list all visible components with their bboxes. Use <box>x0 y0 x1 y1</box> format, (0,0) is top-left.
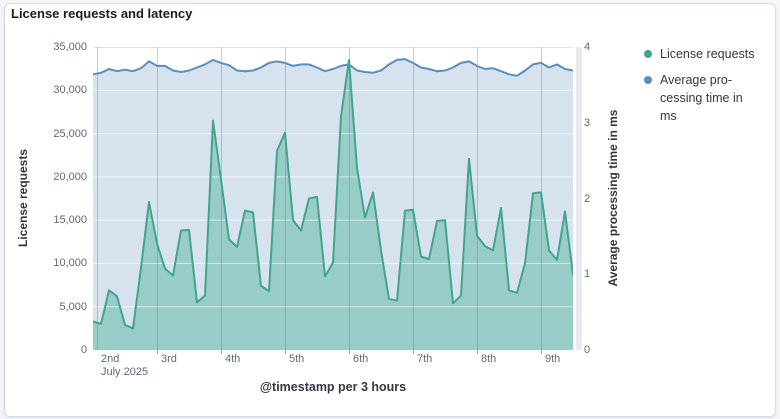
y-axis-right-tick-label: 1 <box>584 268 591 281</box>
x-axis-title: @timestamp per 3 hours <box>259 380 407 394</box>
plot-area[interactable] <box>93 47 573 350</box>
x-tick-day: 7th <box>417 353 433 365</box>
y-axis-right-tick-label: 0 <box>584 344 591 356</box>
x-tick-month-year: July 2025 <box>101 366 149 378</box>
x-tick-day: 9th <box>545 353 561 365</box>
y-axis-left-title: License requests <box>16 148 30 248</box>
series-line-license-requests <box>93 59 573 330</box>
partial-bucket-marker <box>576 47 582 350</box>
y-axis-left-tick-label: 25,000 <box>53 127 87 140</box>
y-axis-left-tick-label: 5,000 <box>59 300 87 313</box>
x-tick-day: 5th <box>289 353 305 365</box>
legend-swatch <box>644 76 652 84</box>
x-tick-day: 3rd <box>161 353 177 365</box>
legend-item-license-requests[interactable]: License requests <box>644 45 778 63</box>
x-axis-tick-mark <box>285 350 286 354</box>
y-axis-right-tick-label: 3 <box>584 116 591 129</box>
y-axis-right-tick-label: 4 <box>584 41 591 53</box>
x-tick-day: 6th <box>353 353 369 365</box>
x-axis-tick-mark <box>349 350 350 354</box>
x-axis-tick-label: 4th <box>225 353 240 366</box>
legend-label-line: License requests <box>660 47 755 61</box>
x-axis-tick-label: 2nd July 2025 <box>101 353 148 379</box>
legend-swatch <box>644 50 652 58</box>
x-axis-tick-label: 6th <box>353 353 368 366</box>
legend-label-line: Average pro- <box>660 73 733 87</box>
y-axis-right-title: Average processing time in ms <box>606 109 620 287</box>
x-tick-day: 4th <box>225 353 241 365</box>
x-axis-tick-mark <box>221 350 222 354</box>
y-axis-left-tick-label: 30,000 <box>53 84 87 97</box>
x-axis-tick-mark <box>541 350 542 354</box>
y-axis-left-tick-label: 10,000 <box>53 257 87 270</box>
legend-label: Average pro- cessing time in ms <box>660 71 743 125</box>
y-axis-left-tick-label: 0 <box>80 344 87 356</box>
x-tick-day: 8th <box>481 353 497 365</box>
legend-item-average-processing-time[interactable]: Average pro- cessing time in ms <box>644 71 778 125</box>
legend: License requests Average pro- cessing ti… <box>644 45 778 133</box>
y-axis-right-tick-label: 2 <box>584 192 591 205</box>
y-axis-left-tick-label: 20,000 <box>53 170 87 183</box>
x-axis-tick-mark <box>413 350 414 354</box>
y-axis-left-tick-label: 35,000 <box>53 41 87 53</box>
x-axis-tick-label: 7th <box>417 353 432 366</box>
x-axis-tick-mark <box>477 350 478 354</box>
series-line-avg-processing-time <box>93 58 573 77</box>
legend-label: License requests <box>660 45 755 63</box>
y-axis-left-tick-label: 15,000 <box>53 214 87 227</box>
legend-label-line: cessing time in <box>660 91 743 105</box>
x-axis-tick-label: 3rd <box>161 353 177 366</box>
x-tick-day: 2nd <box>101 353 120 365</box>
panel-title: License requests and latency <box>11 6 193 21</box>
x-axis-tick-label: 5th <box>289 353 304 366</box>
legend-label-line: ms <box>660 109 677 123</box>
x-axis-tick-label: 8th <box>481 353 496 366</box>
x-axis-tick-mark <box>157 350 158 354</box>
x-axis-tick-label: 9th <box>545 353 560 366</box>
